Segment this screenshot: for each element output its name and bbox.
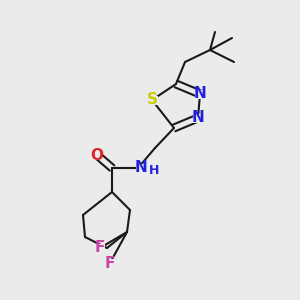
FancyBboxPatch shape	[193, 113, 203, 122]
Text: N: N	[192, 110, 204, 125]
FancyBboxPatch shape	[195, 89, 205, 98]
Text: H: H	[149, 164, 159, 176]
Text: N: N	[135, 160, 147, 175]
FancyBboxPatch shape	[92, 151, 102, 160]
FancyBboxPatch shape	[136, 164, 146, 172]
Text: O: O	[91, 148, 103, 163]
FancyBboxPatch shape	[105, 259, 115, 268]
Text: F: F	[105, 256, 115, 271]
FancyBboxPatch shape	[146, 95, 158, 104]
FancyBboxPatch shape	[95, 244, 105, 253]
Text: S: S	[146, 92, 158, 107]
Text: N: N	[194, 86, 206, 101]
Text: F: F	[95, 241, 105, 256]
